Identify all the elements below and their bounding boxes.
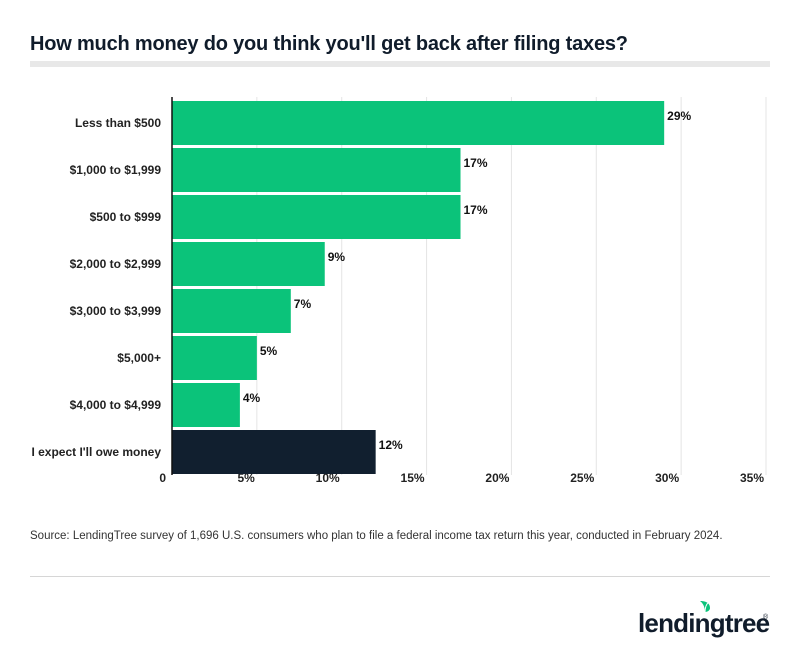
x-tick-label: 25% <box>570 471 594 485</box>
x-tick-label: 15% <box>401 471 425 485</box>
data-label: 4% <box>243 391 261 405</box>
x-tick-label: 0 <box>159 471 166 485</box>
data-label: 29% <box>667 109 691 123</box>
category-label: Less than $500 <box>75 116 161 130</box>
leaf-icon <box>700 601 710 614</box>
logo-wordmark: lendingtree <box>638 608 770 638</box>
data-label: 17% <box>464 156 488 170</box>
bar <box>172 383 240 427</box>
source-note: Source: LendingTree survey of 1,696 U.S.… <box>30 530 723 542</box>
x-tick-label: 10% <box>316 471 340 485</box>
registered-mark: ® <box>763 614 769 621</box>
category-label: $3,000 to $3,999 <box>70 304 162 318</box>
bar <box>172 195 461 239</box>
bar <box>172 430 376 474</box>
x-tick-label: 30% <box>655 471 679 485</box>
footer-divider <box>30 576 770 577</box>
x-tick-label: 35% <box>740 471 764 485</box>
data-label: 7% <box>294 297 312 311</box>
x-tick-label: 5% <box>238 471 256 485</box>
category-label: $5,000+ <box>117 351 161 365</box>
bar-chart: 0 5% 10% 15% 20% 25% 30% 35% Less than $500 29% $1… <box>31 97 767 485</box>
bar <box>172 242 325 286</box>
category-label: $1,000 to $1,999 <box>70 163 162 177</box>
category-label: I expect I'll owe money <box>31 445 161 459</box>
bar <box>172 148 461 192</box>
lendingtree-logo: lendingtree ® <box>638 598 770 638</box>
chart-title: How much money do you think you'll get b… <box>30 33 628 55</box>
data-label: 5% <box>260 344 278 358</box>
x-tick-label: 20% <box>485 471 509 485</box>
data-label: 12% <box>379 438 403 452</box>
data-label: 17% <box>464 203 488 217</box>
bar <box>172 289 291 333</box>
category-label: $500 to $999 <box>90 210 162 224</box>
title-divider <box>30 61 770 67</box>
category-label: $2,000 to $2,999 <box>70 257 162 271</box>
data-label: 9% <box>328 250 346 264</box>
bar <box>172 101 665 145</box>
bar <box>172 336 257 380</box>
category-label: $4,000 to $4,999 <box>70 398 162 412</box>
